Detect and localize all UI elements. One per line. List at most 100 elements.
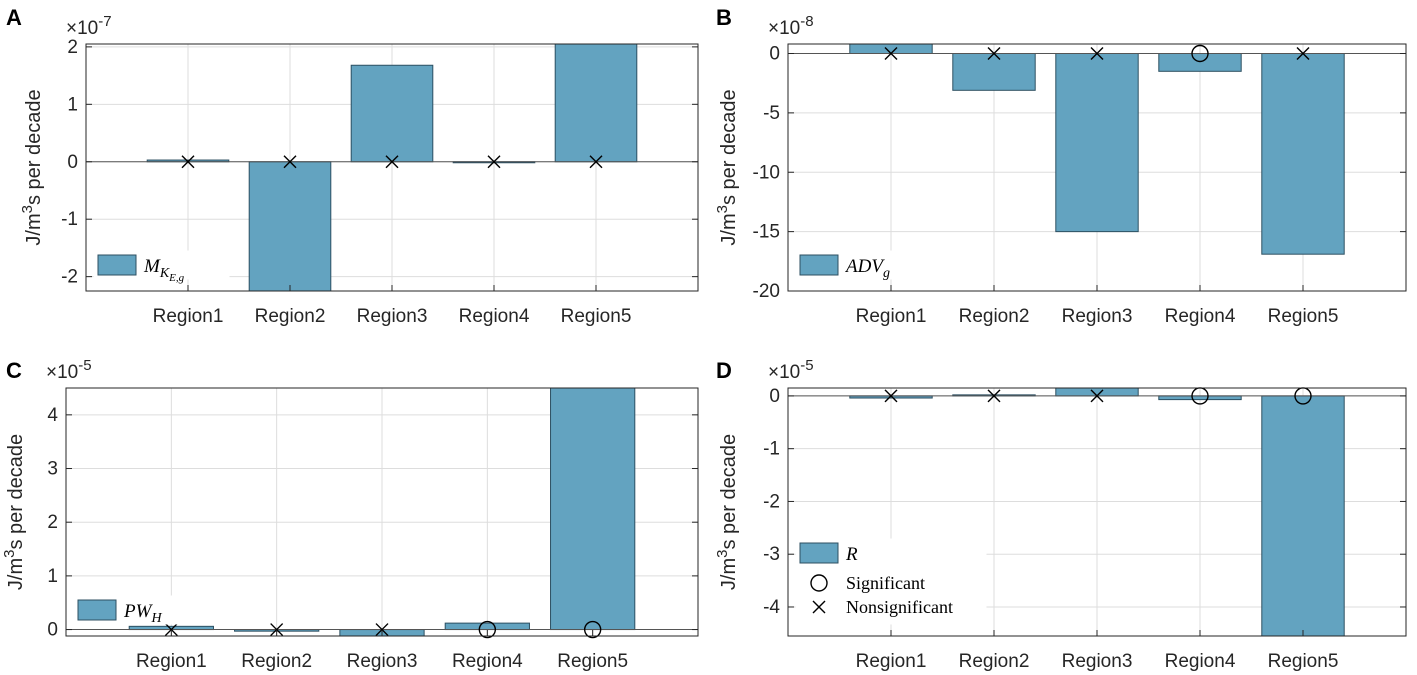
- ylabel-superscript: 3: [714, 550, 731, 558]
- x-tick-label: Region1: [856, 306, 927, 327]
- y-tick-label: 1: [67, 94, 78, 115]
- y-tick-label: -2: [61, 267, 78, 288]
- significance-markers: [181, 155, 603, 169]
- marker-stroke: [589, 155, 603, 169]
- marker-stroke: [812, 600, 826, 614]
- y-tick-label: 2: [67, 37, 78, 58]
- legend-label: MKE,g: [143, 256, 185, 284]
- y-tick-label: 2: [47, 512, 58, 533]
- y-tick-label: -1: [61, 209, 78, 230]
- nonsignificant-marker: [1090, 47, 1104, 60]
- nonsignificant-marker: [987, 47, 1001, 60]
- significance-markers: [884, 44, 1310, 63]
- marker-stroke: [181, 155, 195, 169]
- legend-swatch: [799, 254, 839, 276]
- y-axis-label: J/m3s per decade: [714, 434, 740, 590]
- bar-region2: [952, 53, 1036, 91]
- x-tick-label: Region2: [959, 306, 1030, 327]
- y-axis: -2 -1 0 1 2: [61, 37, 698, 288]
- exponent-base: ×10: [768, 362, 800, 383]
- x-tick-label: Region1: [856, 651, 927, 672]
- nonsignificant-marker: [385, 155, 399, 169]
- legend-nonsignificant-label: Nonsignificant: [846, 597, 953, 617]
- ylabel-part: J/m: [718, 213, 740, 245]
- y-axis: -20 -15 -10 -5 0: [753, 44, 1406, 302]
- bar-region5: [1261, 395, 1345, 637]
- y-tick-label: -5: [763, 103, 780, 124]
- exponent-label: ×10-5: [46, 357, 92, 383]
- ylabel-part: J/m: [5, 558, 27, 590]
- exponent-power: -5: [78, 357, 91, 374]
- y-axis: 0 1 2 3 4: [47, 405, 698, 641]
- x-tick-label: Region5: [1268, 306, 1339, 327]
- marker-stroke: [270, 623, 284, 637]
- exponent-base: ×10: [768, 18, 800, 39]
- exponent-label: ×10-7: [66, 13, 112, 39]
- marker-stroke: [1090, 47, 1104, 60]
- panel-letter: B: [716, 5, 732, 30]
- nonsignificant-marker: [283, 155, 297, 169]
- legend-subscript: K: [159, 266, 170, 281]
- marker-stroke: [1296, 47, 1310, 60]
- ylabel-superscript: 3: [1, 550, 18, 558]
- ylabel-part: J/m: [23, 213, 45, 245]
- x-axis: Region1 Region2 Region3 Region4 Region5: [856, 285, 1339, 327]
- y-tick-label: 0: [47, 620, 58, 641]
- legend-subscript: H: [150, 611, 162, 626]
- x-tick-label: Region4: [1165, 306, 1236, 327]
- x-tick-label: Region2: [959, 651, 1030, 672]
- nonsignificant-marker: [164, 623, 178, 637]
- bar-region4: [1158, 53, 1242, 72]
- nonsignificant-marker: [375, 623, 389, 637]
- bar-region3: [1055, 387, 1139, 397]
- y-tick-label: 0: [769, 44, 780, 65]
- x-tick-label: Region5: [1268, 651, 1339, 672]
- marker-stroke: [987, 47, 1001, 60]
- marker-stroke: [283, 155, 297, 169]
- x-tick-label: Region3: [357, 306, 428, 327]
- exponent-power: -8: [800, 13, 813, 30]
- y-axis-label: J/m3s per decade: [19, 89, 45, 245]
- y-tick-label: -4: [763, 597, 780, 618]
- y-tick-label: -10: [753, 162, 780, 183]
- bar-region3: [350, 64, 434, 163]
- significance-markers: [164, 620, 602, 639]
- y-tick-label: 0: [769, 386, 780, 407]
- marker-stroke: [987, 389, 1001, 403]
- legend-base: PW: [123, 601, 154, 622]
- legend-base: M: [143, 256, 161, 277]
- bars: [849, 43, 1345, 255]
- panel-letter: C: [6, 358, 22, 383]
- significant-marker: [1191, 44, 1209, 63]
- panel-letter: A: [6, 5, 22, 30]
- x-tick-label: Region4: [459, 306, 530, 327]
- legend-subsubscript: E,g: [168, 272, 184, 284]
- y-tick-label: -3: [763, 544, 780, 565]
- exponent-label: ×10-5: [768, 357, 814, 383]
- bar-region5: [550, 387, 636, 631]
- legend: R Significant Nonsignificant: [795, 538, 987, 625]
- x-tick-label: Region3: [347, 651, 418, 672]
- ylabel-part: s per decade: [5, 434, 27, 550]
- x-tick-label: Region5: [557, 651, 628, 672]
- marker-stroke: [164, 623, 178, 637]
- nonsignificant-marker: [884, 389, 898, 403]
- exponent-label: ×10-8: [768, 13, 814, 39]
- bar-region5: [554, 43, 638, 163]
- y-tick-label: -1: [763, 439, 780, 460]
- bar-region5: [1261, 53, 1345, 255]
- legend-swatch: [77, 599, 117, 621]
- nonsignificant-marker: [1296, 47, 1310, 60]
- legend-base: ADV: [844, 256, 885, 277]
- x-tick-label: Region2: [241, 651, 312, 672]
- legend-significant-marker: [810, 574, 828, 592]
- significant-marker: [478, 620, 497, 639]
- nonsignificant-marker: [589, 155, 603, 169]
- x-axis: Region1 Region2 Region3 Region4 Region5: [153, 285, 631, 327]
- panel-letter: D: [716, 358, 732, 383]
- nonsignificant-marker: [181, 155, 195, 169]
- ylabel-part: s per decade: [718, 434, 740, 550]
- legend-swatch: [799, 542, 839, 564]
- bar-region1: [849, 43, 933, 54]
